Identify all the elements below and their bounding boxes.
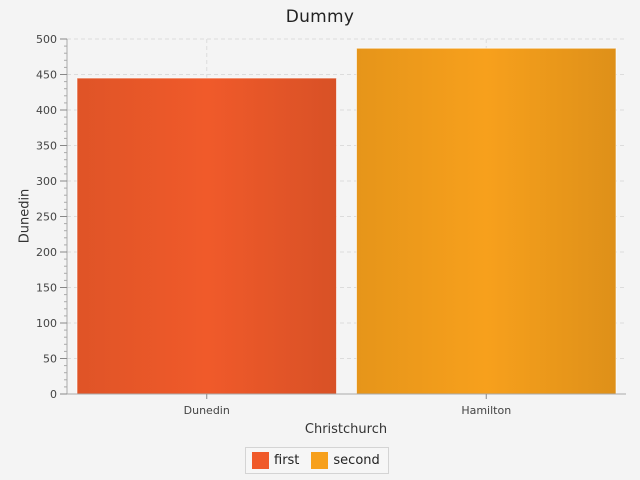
y-tick-label: 500: [36, 33, 57, 46]
chart-title: Dummy: [285, 7, 355, 27]
x-tick-label: Dunedin: [184, 404, 230, 417]
y-tick-label: 250: [36, 211, 57, 224]
y-tick-label: 100: [36, 317, 57, 330]
y-tick-label: 200: [36, 246, 57, 259]
y-tick-label: 450: [36, 69, 57, 82]
y-tick-label: 50: [43, 353, 57, 366]
bar-second-Hamilton: [356, 47, 617, 395]
legend-swatch: [311, 452, 329, 469]
y-axis-label: Dunedin: [17, 188, 33, 244]
y-tick-label: 400: [36, 104, 57, 117]
y-tick-label: 300: [36, 175, 57, 188]
legend-item-first: first: [252, 452, 299, 469]
y-tick-label: 150: [36, 282, 57, 295]
legend-label: second: [333, 453, 380, 468]
legend-swatch: [252, 452, 269, 469]
legend-label: first: [274, 453, 300, 468]
y-tick-label: 0: [50, 388, 57, 401]
bar-first-Dunedin: [76, 77, 337, 395]
x-axis-label: Christchurch: [304, 422, 388, 437]
x-tick-label: Hamilton: [461, 404, 511, 417]
y-tick-label: 350: [36, 140, 57, 153]
legend: first second: [245, 447, 389, 474]
legend-item-second: second: [311, 452, 380, 469]
